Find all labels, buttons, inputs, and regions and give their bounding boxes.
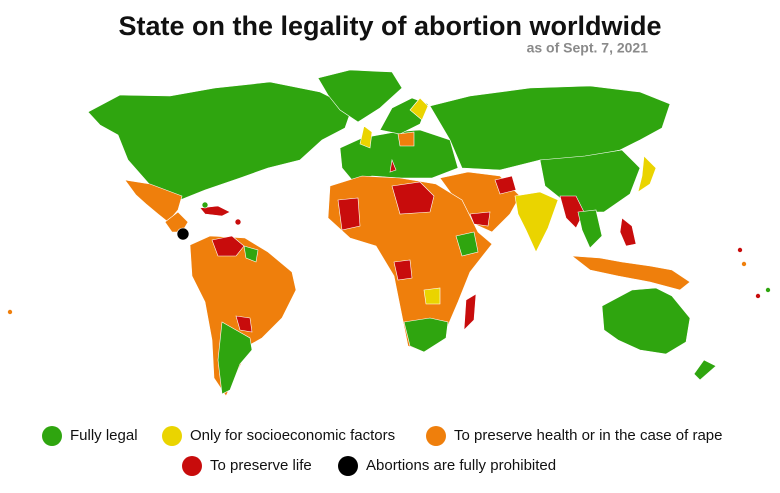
pacific-islands (755, 293, 761, 299)
russia-asia (429, 85, 671, 171)
central-america (164, 211, 189, 233)
guyana (243, 245, 259, 263)
caribbean (199, 205, 231, 217)
venezuela (211, 235, 245, 257)
britain (359, 125, 373, 149)
legend-swatch (42, 426, 62, 446)
libya-egypt (391, 181, 435, 215)
world-map (7, 69, 771, 397)
legend-label: To preserve life (210, 457, 312, 474)
pacific-islands (7, 309, 13, 315)
southern-africa (403, 317, 449, 353)
legend-swatch (162, 426, 182, 446)
japan (637, 155, 657, 193)
mauritania-mali (337, 197, 361, 231)
south-america (189, 235, 297, 397)
title: State on the legality of abortion worldw… (118, 11, 661, 41)
central-america-prohibited (176, 227, 190, 241)
zambia (423, 287, 441, 305)
pacific-islands (765, 287, 771, 293)
pacific-islands (741, 261, 747, 267)
caribbean-small (234, 218, 242, 226)
australia (601, 287, 691, 355)
legend-swatch (338, 456, 358, 476)
legend-label: Abortions are fully prohibited (366, 457, 556, 474)
india (514, 191, 559, 253)
subtitle: as of Sept. 7, 2021 (527, 40, 649, 56)
malta-area (389, 158, 397, 173)
legend-label: Only for socioeconomic factors (190, 427, 395, 444)
poland (397, 131, 415, 147)
greenland (317, 69, 403, 123)
legend: Fully legal Only for socioeconomic facto… (42, 426, 723, 476)
new-zealand (693, 359, 717, 381)
indonesia (571, 255, 691, 291)
paraguay (235, 315, 253, 333)
indochina (577, 209, 603, 249)
north-america (87, 81, 353, 201)
pacific-islands (737, 247, 743, 253)
legend-swatch (182, 456, 202, 476)
finland (409, 97, 429, 121)
legend-label: Fully legal (70, 427, 138, 444)
congo (393, 259, 413, 281)
philippines (619, 217, 637, 247)
afghanistan (494, 175, 517, 195)
legend-swatch (426, 426, 446, 446)
madagascar (463, 293, 477, 331)
legend-label: To preserve health or in the case of rap… (454, 427, 723, 444)
argentina (217, 321, 253, 395)
cuba (201, 201, 209, 209)
ethiopia (455, 231, 479, 257)
